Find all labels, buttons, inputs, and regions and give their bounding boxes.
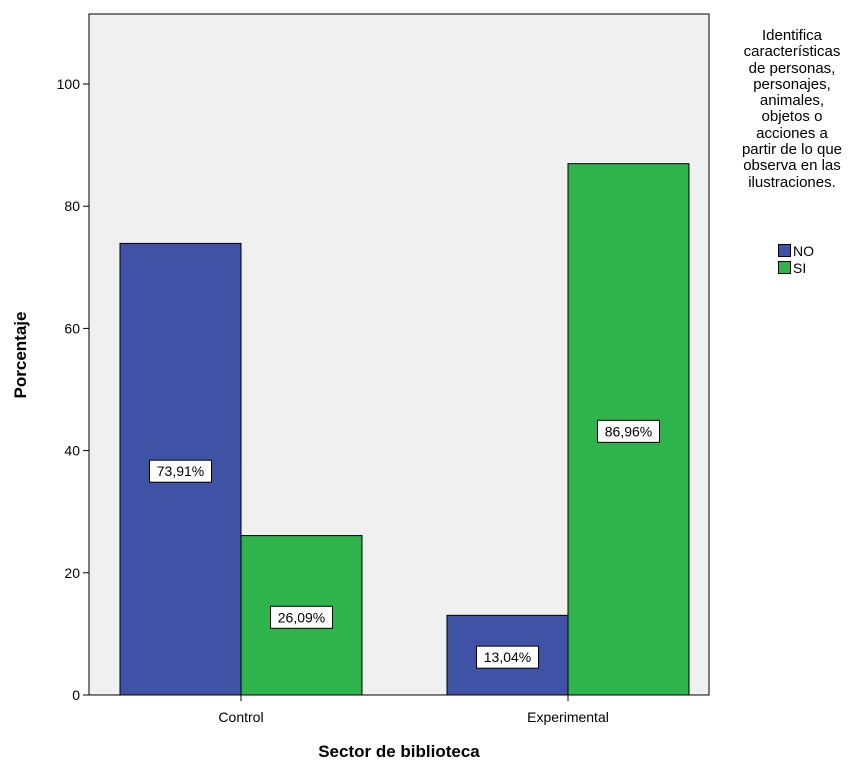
y-tick-label: 60	[64, 320, 80, 336]
legend-label-no: NO	[793, 243, 814, 259]
legend-title-line: características	[743, 43, 841, 61]
legend-title-line: objetos o	[761, 108, 823, 126]
y-tick-label: 40	[64, 443, 80, 459]
y-tick-label: 20	[64, 565, 80, 581]
legend-title-line: de personas,	[748, 59, 836, 77]
data-label: 13,04%	[484, 649, 531, 665]
data-label-box	[270, 605, 333, 629]
y-tick-label: 100	[57, 76, 81, 92]
legend-label-si: SI	[793, 260, 807, 276]
y-tick-label: 80	[64, 198, 80, 214]
data-label-box	[149, 459, 212, 483]
data-label: 26,09%	[278, 609, 325, 625]
data-label: 73,91%	[157, 463, 204, 479]
bars-layer: 73,91% 26,09% 13,04% 86,96%	[119, 163, 690, 696]
legend-swatch-si	[778, 261, 791, 274]
x-tick-label: Experimental	[527, 709, 609, 725]
legend-title: Identifica características de personas, …	[712, 27, 868, 191]
legend-title-line: animales,	[759, 92, 825, 110]
x-axis-label: Sector de biblioteca	[318, 742, 480, 761]
data-label: 86,96%	[605, 423, 652, 439]
legend-swatch-no	[778, 244, 791, 257]
y-axis-label: Porcentaje	[11, 312, 30, 399]
legend-title-line: observa en las	[743, 157, 841, 175]
legend-title-line: Identifica	[761, 27, 823, 44]
legend-title-line: personajes,	[753, 75, 831, 93]
axes-layer: 0 20 40 60 80 100 Control Experimental	[57, 76, 609, 725]
y-tick-label: 0	[72, 687, 80, 703]
data-label-box	[476, 645, 539, 669]
legend-title-line: acciones a	[756, 124, 828, 142]
data-label-box	[597, 419, 660, 443]
x-tick-label: Control	[218, 709, 263, 725]
legend-title-line: partir de lo que	[741, 141, 843, 159]
legend-title-line: ilustraciones.	[748, 173, 836, 191]
